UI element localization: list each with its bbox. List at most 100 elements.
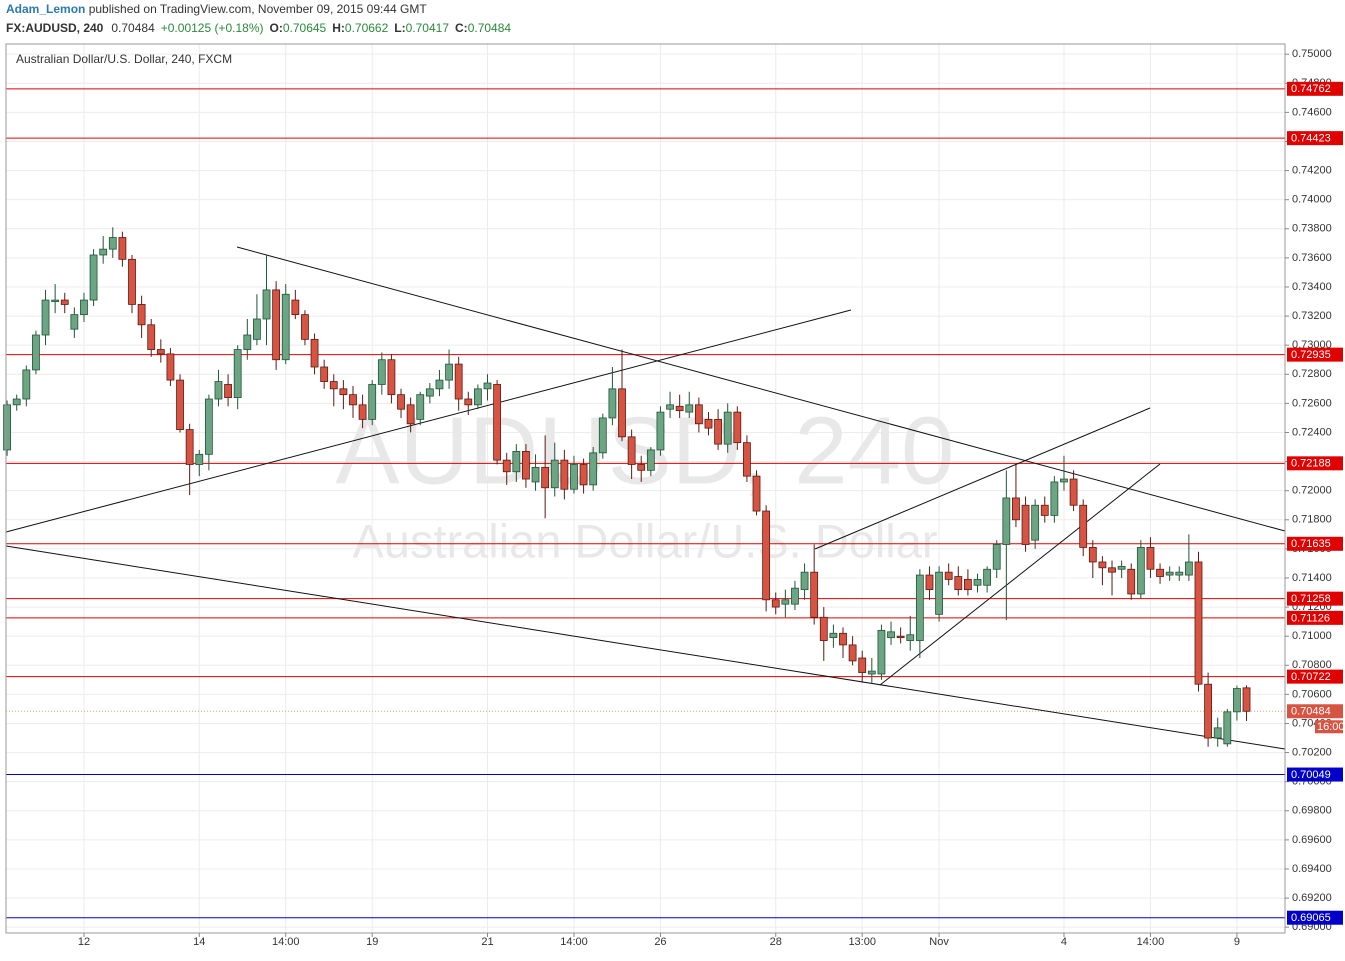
candle-body [848,644,857,662]
y-tick-label: 0.69600 [1292,834,1332,846]
candle-body [550,459,559,489]
candle-body [714,418,722,445]
y-tick-label: 0.73800 [1292,223,1332,235]
trend-line [236,246,1286,532]
y-tick-label: 0.74600 [1292,106,1332,118]
candle-body [204,398,213,455]
x-tick-label: Nov [929,936,949,948]
y-tick-label: 0.74000 [1292,194,1332,206]
candle-body [1146,547,1155,570]
candle-body [464,398,473,406]
candle-body [810,571,819,618]
x-tick-label: 14:00 [1137,936,1165,948]
candle-body [1040,504,1049,516]
candle-body [858,657,867,673]
candle-body [1098,561,1107,569]
y-tick-label: 0.72000 [1292,485,1332,497]
y-tick-label: 0.71800 [1292,514,1332,526]
y-tick-label: 0.69400 [1292,863,1332,875]
level-label-box [1287,347,1343,362]
candle-body [973,579,982,586]
symbol: FX:AUDUSD, 240 [6,21,104,35]
level-label-box [1287,81,1343,96]
candle-body [791,587,799,605]
candle-body [1127,568,1136,595]
candle-body [416,394,425,420]
candle-body [425,388,434,397]
candle-body [627,436,636,465]
candle-body [560,459,569,490]
trend-lines [5,246,1286,750]
low-value: 0.70417 [406,21,450,35]
candle-body [1184,561,1193,576]
candle-body [1117,565,1126,570]
close-label: C: [455,21,468,35]
candle-body [906,634,915,641]
candle-body [704,418,713,429]
candle-body [1175,571,1184,576]
candle-body [992,544,1001,570]
candle-body [32,334,40,371]
candle-body [108,237,117,250]
candle-body [1050,481,1059,516]
candle-body [60,299,69,305]
x-tick-label: 19 [366,936,378,948]
x-tick-label: 14:00 [272,936,300,948]
header-line-1: Adam_Lemon published on TradingView.com,… [6,2,427,16]
level-label-box [1287,456,1343,471]
candle-body [743,442,751,477]
level-label-box [1287,610,1343,625]
level-label: 0.72188 [1291,458,1331,470]
candle-body [89,254,98,301]
candle-body [935,571,943,615]
candle-body [829,632,838,639]
candle-body [1194,561,1203,685]
y-tick-label: 0.74200 [1292,164,1332,176]
y-tick-label: 0.73600 [1292,252,1332,264]
last-price-box [1287,704,1343,719]
candle-body [1233,688,1241,713]
candle-body [983,568,992,586]
candle-body [733,411,742,444]
x-tick-label: 13:00 [848,936,876,948]
x-tick-label: 26 [654,936,666,948]
y-tick-label: 0.69800 [1292,805,1332,817]
candle-body [637,464,646,471]
candle-body [435,379,444,390]
candle-body [339,388,348,396]
candle-body [964,579,972,591]
candle-body [598,417,607,454]
level-label: 0.70722 [1291,671,1331,683]
candle-body [1060,478,1068,483]
candle-body [1204,683,1212,739]
candle-body [579,464,588,486]
author[interactable]: Adam_Lemon [6,2,85,16]
y-tick-label: 0.70200 [1292,746,1332,758]
level-label-box [1287,591,1343,606]
grid [6,44,1285,933]
x-tick-label: 28 [770,936,782,948]
candle-body [752,475,761,512]
countdown-box [1315,720,1343,734]
candle-body [1079,504,1088,548]
candle-body [1223,711,1232,745]
candle-body [1165,571,1174,576]
candles [3,227,1251,747]
open-label: O: [270,21,283,35]
candle-body [1136,547,1145,595]
candle-body [310,338,319,368]
candle-body [176,379,184,430]
x-tick-label: 4 [1061,936,1067,948]
candle-body [358,404,367,420]
candle-body [406,404,415,425]
candle-body [51,299,60,302]
candle-body [1012,497,1020,521]
y-tick-label: 0.69200 [1292,892,1332,904]
candle-body [349,394,357,406]
candle-body [224,384,232,398]
published: published on TradingView.com, November 0… [85,2,427,16]
candle-body [195,453,204,465]
candle-body [291,299,300,316]
